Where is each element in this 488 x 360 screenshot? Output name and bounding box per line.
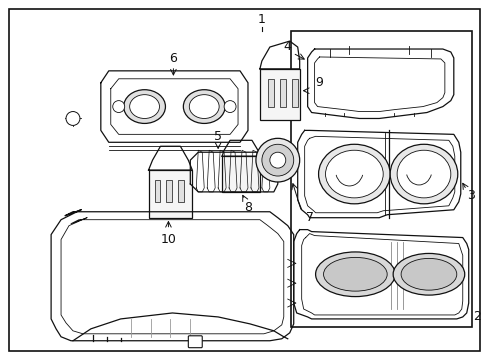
Text: 7: 7 xyxy=(305,211,313,224)
Circle shape xyxy=(262,144,293,176)
Ellipse shape xyxy=(123,90,165,123)
Polygon shape xyxy=(297,130,460,218)
Text: 2: 2 xyxy=(472,310,480,323)
Text: 9: 9 xyxy=(315,76,323,89)
Ellipse shape xyxy=(318,144,389,204)
Bar xyxy=(148,170,192,218)
Polygon shape xyxy=(101,71,247,142)
Polygon shape xyxy=(218,150,225,192)
Ellipse shape xyxy=(392,253,464,295)
Circle shape xyxy=(224,100,236,113)
Bar xyxy=(178,180,184,202)
Polygon shape xyxy=(228,150,237,192)
Polygon shape xyxy=(250,150,258,192)
Ellipse shape xyxy=(325,150,383,198)
Polygon shape xyxy=(222,140,260,156)
Text: 1: 1 xyxy=(258,13,265,26)
Ellipse shape xyxy=(323,257,386,291)
Polygon shape xyxy=(293,230,468,319)
Ellipse shape xyxy=(396,150,450,198)
Polygon shape xyxy=(196,150,204,192)
Bar xyxy=(291,79,297,107)
Ellipse shape xyxy=(400,258,456,290)
Ellipse shape xyxy=(389,144,457,204)
FancyBboxPatch shape xyxy=(188,336,202,348)
Polygon shape xyxy=(51,210,293,341)
Text: 8: 8 xyxy=(244,201,251,214)
Bar xyxy=(279,79,285,107)
Polygon shape xyxy=(207,150,215,192)
Polygon shape xyxy=(260,41,299,69)
Polygon shape xyxy=(240,150,247,192)
Bar xyxy=(290,31,471,327)
Circle shape xyxy=(113,100,124,113)
Bar xyxy=(260,69,299,121)
Text: 4: 4 xyxy=(283,40,291,53)
Circle shape xyxy=(66,112,80,125)
Bar xyxy=(222,156,260,192)
Ellipse shape xyxy=(315,252,394,297)
Bar xyxy=(166,180,172,202)
Polygon shape xyxy=(190,152,277,192)
Circle shape xyxy=(255,138,299,182)
Text: 3: 3 xyxy=(466,189,474,202)
Ellipse shape xyxy=(189,95,219,118)
Ellipse shape xyxy=(183,90,224,123)
Bar xyxy=(154,180,160,202)
Text: 6: 6 xyxy=(169,53,177,66)
Ellipse shape xyxy=(129,95,159,118)
Bar xyxy=(267,79,273,107)
Circle shape xyxy=(269,152,285,168)
Polygon shape xyxy=(148,146,192,170)
Text: 5: 5 xyxy=(214,130,222,143)
Polygon shape xyxy=(307,49,453,118)
Text: 10: 10 xyxy=(160,233,176,246)
Polygon shape xyxy=(262,150,269,192)
